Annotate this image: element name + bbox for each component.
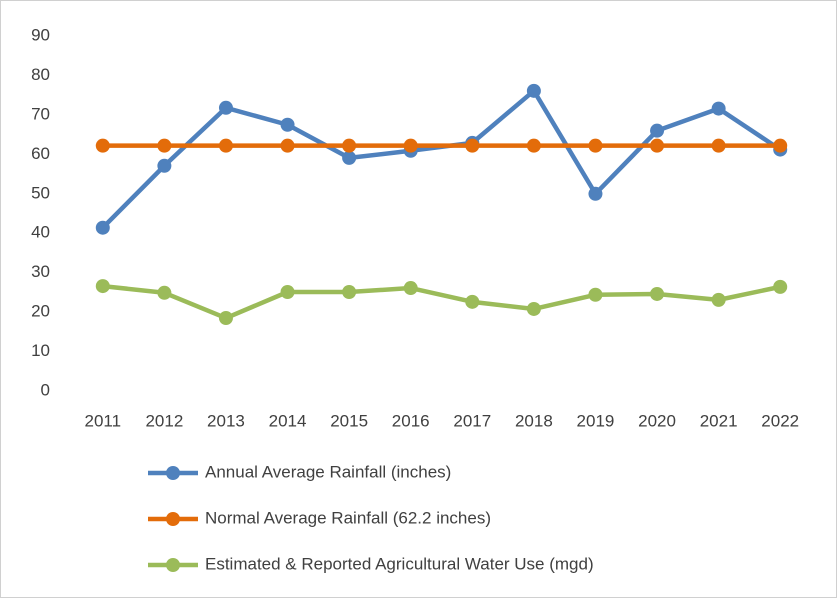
data-point [650,123,665,138]
x-tick-label: 2021 [700,411,738,430]
data-point [588,186,603,201]
y-tick-label: 50 [31,183,50,202]
data-point [711,292,726,307]
data-point [526,138,541,153]
data-point [465,294,480,309]
data-point [342,150,357,165]
legend-marker [166,558,180,572]
data-point [711,101,726,116]
data-point [403,138,418,153]
x-tick-label: 2020 [638,411,676,430]
data-point [280,284,295,299]
legend-label: Estimated & Reported Agricultural Water … [205,554,594,573]
data-point [218,311,233,326]
data-point [280,138,295,153]
data-point [773,279,788,294]
legend-label: Annual Average Rainfall (inches) [205,462,451,481]
y-tick-label: 90 [31,25,50,44]
legend-marker [166,512,180,526]
data-point [157,158,172,173]
series-line [102,283,781,321]
x-tick-label: 2017 [453,411,491,430]
x-tick-label: 2014 [269,411,307,430]
data-point [526,83,541,98]
y-tick-label: 20 [31,302,50,321]
y-tick-label: 60 [31,144,50,163]
y-tick-label: 70 [31,104,50,123]
data-point [526,301,541,316]
x-tick-label: 2011 [85,411,122,430]
x-tick-label: 2018 [515,411,553,430]
data-point [403,281,418,296]
y-tick-label: 10 [31,341,50,360]
data-point [711,138,726,153]
data-point [95,279,110,294]
data-point [218,100,233,115]
y-tick-label: 40 [31,223,50,242]
legend-label: Normal Average Rainfall (62.2 inches) [205,508,491,527]
x-tick-label: 2019 [577,411,615,430]
y-tick-label: 0 [41,380,50,399]
y-tick-label: 80 [31,65,50,84]
data-point [465,138,480,153]
data-point [280,117,295,132]
x-tick-label: 2015 [330,411,368,430]
x-tick-label: 2022 [761,411,799,430]
data-point [588,287,603,302]
data-point [157,285,172,300]
data-point [588,138,603,153]
data-point [218,138,233,153]
y-tick-label: 30 [31,262,50,281]
x-tick-label: 2012 [145,411,183,430]
data-point [95,220,110,235]
data-point [342,138,357,153]
data-point [650,138,665,153]
data-point [95,138,110,153]
x-tick-label: 2013 [207,411,245,430]
data-point [342,284,357,299]
legend-marker [166,466,180,480]
data-point [650,286,665,301]
data-point [157,138,172,153]
data-point [773,138,788,153]
x-tick-label: 2016 [392,411,430,430]
